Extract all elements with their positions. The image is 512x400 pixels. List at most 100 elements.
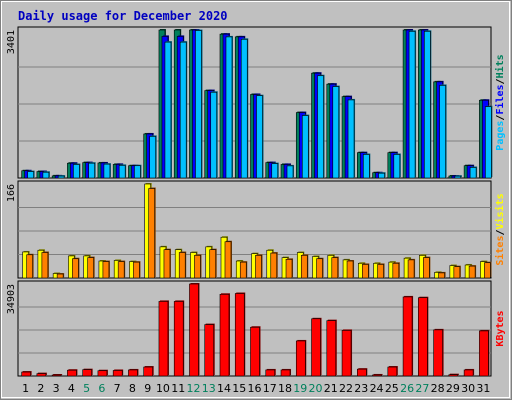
bar-sites-day-4 <box>72 258 79 279</box>
bar-kbytes-day-4 <box>67 369 77 377</box>
bar-pages-day-17 <box>271 163 279 179</box>
bar-pages-day-20 <box>317 75 324 179</box>
bar-kbytes-day-6 <box>97 370 108 377</box>
bar-sites-day-20 <box>316 258 323 279</box>
x-tick-label: 31 <box>476 382 490 395</box>
bar-pages-day-25 <box>393 154 401 179</box>
chart-title: Daily usage for December 2020 <box>18 9 228 23</box>
x-axis-tick-labels: 1 2 3 4 5 6 7 8 9 10 11 12 13 14 15 16 17 18 19 20 21 22 23 24 2… <box>22 382 490 395</box>
bar-kbytes-day-18 <box>280 369 291 377</box>
x-tick-label: 29 <box>446 382 460 395</box>
x-tick-label: 2 <box>37 382 44 395</box>
x-tick-label: 14 <box>217 382 231 395</box>
bar-kbytes-day-11 <box>173 301 184 377</box>
x-tick-label: 28 <box>431 382 445 395</box>
legend-kbytes: KBytes <box>495 310 506 346</box>
bar-sites-day-5 <box>87 257 94 279</box>
y-max-label: 166 <box>6 184 17 202</box>
x-tick-label: 1 <box>22 382 29 395</box>
series-pages <box>27 29 493 179</box>
bar-kbytes-day-15 <box>234 293 245 377</box>
bar-sites-day-24 <box>377 264 384 279</box>
x-tick-label: 7 <box>114 382 121 395</box>
bar-sites-day-31 <box>484 262 491 279</box>
bar-pages-day-16 <box>256 95 263 179</box>
bar-sites-day-8 <box>133 261 140 279</box>
x-tick-label: 19 <box>293 382 307 395</box>
x-tick-label: 30 <box>461 382 475 395</box>
bar-pages-day-30 <box>469 167 477 179</box>
bar-sites-day-12 <box>194 255 201 279</box>
legend-entry: Files <box>494 84 506 114</box>
bar-sites-day-16 <box>255 255 262 279</box>
bar-kbytes-day-20 <box>311 318 321 377</box>
bar-pages-day-29 <box>454 175 462 179</box>
x-tick-label: 27 <box>415 382 429 395</box>
legend-hits-files-pages: Pages/Files/Hits <box>494 54 506 150</box>
legend-entry: Sites <box>494 236 506 266</box>
bar-sites-day-23 <box>362 264 369 279</box>
bar-kbytes-day-7 <box>112 370 123 377</box>
bar-kbytes-day-5 <box>82 369 92 377</box>
bar-pages-day-26 <box>408 31 416 179</box>
bar-kbytes-day-31 <box>479 330 489 377</box>
bar-sites-day-13 <box>209 249 217 279</box>
bar-sites-day-17 <box>270 252 278 279</box>
chart-panels: 3401Pages/Files/Hits166Sites/Visits34903… <box>6 26 506 377</box>
legend-entry: Pages <box>495 121 506 151</box>
bar-sites-day-7 <box>117 261 125 279</box>
x-tick-label: 25 <box>385 382 399 395</box>
x-tick-label: 4 <box>68 382 75 395</box>
bar-kbytes-day-9 <box>143 366 153 377</box>
bar-sites-day-28 <box>438 272 445 279</box>
bar-pages-day-4 <box>73 164 80 179</box>
bar-pages-day-1 <box>27 171 34 179</box>
bar-sites-day-3 <box>56 273 64 279</box>
bar-kbytes-day-10 <box>158 301 169 377</box>
x-tick-label: 3 <box>53 382 60 395</box>
x-tick-label: 8 <box>129 382 136 395</box>
bar-kbytes-day-23 <box>357 368 367 377</box>
bar-sites-day-26 <box>407 259 415 279</box>
legend-entry: / <box>495 78 506 84</box>
bar-kbytes-day-13 <box>204 324 215 377</box>
x-tick-label: 11 <box>171 382 185 395</box>
x-tick-label: 16 <box>248 382 262 395</box>
bar-sites-day-19 <box>300 255 308 279</box>
bar-sites-day-14 <box>224 241 232 279</box>
bar-sites-day-25 <box>392 262 400 279</box>
y-max-label: 34903 <box>6 284 17 314</box>
bar-kbytes-day-29 <box>448 374 459 377</box>
bar-sites-day-9 <box>148 188 155 279</box>
x-tick-label: 6 <box>98 382 105 395</box>
panel-kbytes: 34903 KBytes <box>6 280 506 377</box>
x-tick-label: 17 <box>263 382 277 395</box>
y-max-label: 3401 <box>6 30 17 54</box>
bar-kbytes-day-19 <box>295 340 306 377</box>
legend-entry: / <box>495 229 506 235</box>
bar-pages-day-7 <box>118 165 126 179</box>
legend-entry: / <box>495 115 506 121</box>
bar-pages-day-23 <box>363 154 370 179</box>
bar-sites-day-22 <box>346 260 354 279</box>
bar-pages-day-28 <box>439 85 446 179</box>
bar-sites-day-1 <box>26 254 33 279</box>
series-kbytes <box>21 283 490 377</box>
bar-sites-day-29 <box>453 266 461 279</box>
bar-pages-day-22 <box>347 99 355 179</box>
x-tick-label: 10 <box>156 382 170 395</box>
bar-sites-day-10 <box>163 249 171 279</box>
legend-entry: Hits <box>494 54 506 78</box>
bar-kbytes-day-28 <box>433 329 443 377</box>
bar-pages-day-10 <box>164 41 172 179</box>
x-tick-label: 20 <box>309 382 323 395</box>
bar-pages-day-6 <box>103 163 111 179</box>
bar-sites-day-6 <box>102 261 110 279</box>
bar-kbytes-day-2 <box>36 373 47 377</box>
x-tick-label: 22 <box>339 382 353 395</box>
bar-pages-day-19 <box>301 115 309 179</box>
